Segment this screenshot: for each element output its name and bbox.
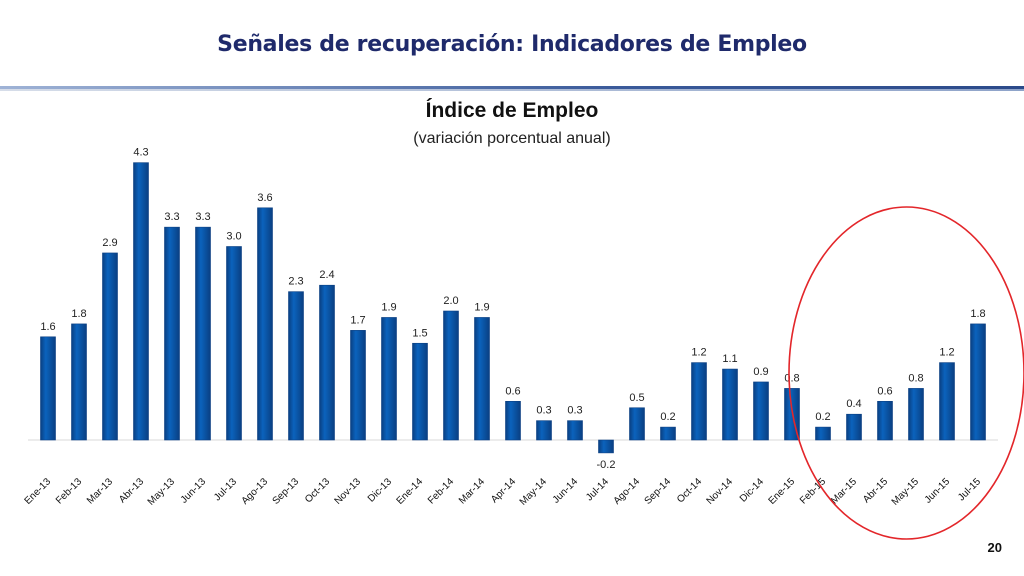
bar-Jun-15 — [939, 362, 955, 441]
value-label: 2.0 — [443, 295, 458, 307]
bar-Nov-13 — [350, 330, 366, 441]
value-label: 0.8 — [784, 372, 799, 384]
x-tick-label: Jun-13 — [179, 476, 209, 506]
value-label: 0.3 — [536, 405, 551, 417]
x-tick-label: Mar-13 — [85, 476, 115, 506]
bar-Abr-13 — [133, 162, 149, 441]
bar-Mar-14 — [474, 317, 490, 441]
x-tick-label: Dic-14 — [738, 476, 767, 505]
x-tick-label: May-15 — [890, 476, 922, 508]
highlight-ellipse — [788, 206, 1024, 540]
value-label: 0.3 — [567, 405, 582, 417]
value-label: 0.5 — [629, 392, 644, 404]
value-label: 0.6 — [505, 385, 520, 397]
value-label: 3.6 — [257, 192, 272, 204]
x-tick-label: Ene-15 — [767, 476, 798, 507]
x-tick-label: May-13 — [146, 476, 178, 508]
bar-Sep-13 — [288, 291, 304, 441]
value-label: 2.3 — [288, 276, 303, 288]
x-tick-label: May-14 — [518, 476, 550, 508]
bar-Jul-14 — [598, 439, 614, 454]
title-divider-bottom — [0, 89, 1024, 91]
x-tick-label: Nov-14 — [705, 476, 736, 507]
bar-Jul-15 — [970, 323, 986, 441]
bar-Jul-13 — [226, 246, 242, 441]
bar-May-13 — [164, 226, 180, 441]
x-tick-label: Dic-13 — [366, 476, 395, 505]
value-label: 0.6 — [877, 385, 892, 397]
x-tick-label: Nov-13 — [333, 476, 364, 507]
value-label: 1.5 — [412, 327, 427, 339]
bar-May-14 — [536, 420, 552, 441]
value-label: 3.3 — [164, 211, 179, 223]
x-tick-label: Jun-14 — [551, 476, 581, 506]
x-tick-label: Feb-13 — [54, 476, 84, 506]
bar-Feb-15 — [815, 426, 831, 441]
value-label: 0.9 — [753, 366, 768, 378]
x-tick-label: Ago-13 — [240, 476, 271, 507]
value-label: 2.4 — [319, 269, 334, 281]
bar-Dic-13 — [381, 317, 397, 441]
x-tick-label: Apr-14 — [489, 476, 518, 505]
bar-Nov-14 — [722, 368, 738, 441]
bar-Ene-14 — [412, 342, 428, 441]
bar-Jun-13 — [195, 226, 211, 441]
value-label: 1.2 — [691, 347, 706, 359]
page-number: 20 — [987, 540, 1002, 555]
value-label: 0.2 — [660, 411, 675, 423]
bar-Abr-15 — [877, 400, 893, 441]
x-tick-label: Jun-15 — [923, 476, 953, 506]
x-tick-label: Jul-14 — [584, 476, 611, 503]
x-tick-label: Abr-13 — [117, 476, 146, 505]
value-label: 2.9 — [102, 237, 117, 249]
bar-Ago-14 — [629, 407, 645, 441]
x-tick-label: Oct-13 — [303, 476, 332, 505]
value-label: 1.6 — [40, 321, 55, 333]
bar-Jun-14 — [567, 420, 583, 441]
bar-Feb-13 — [71, 323, 87, 441]
bar-Mar-15 — [846, 413, 862, 441]
value-label: 1.1 — [722, 353, 737, 365]
value-label: 0.2 — [815, 411, 830, 423]
bar-Feb-14 — [443, 310, 459, 441]
bar-May-15 — [908, 388, 924, 441]
chart-subtitle: (variación porcentual anual) — [413, 130, 611, 147]
x-tick-label: Abr-15 — [861, 476, 890, 505]
bar-Ago-13 — [257, 207, 273, 441]
x-tick-label: Feb-14 — [426, 476, 456, 506]
value-label: 4.3 — [133, 147, 148, 159]
value-label: 1.2 — [939, 347, 954, 359]
chart-title: Índice de Empleo — [425, 99, 599, 122]
value-label: 1.9 — [381, 301, 396, 313]
x-tick-label: Sep-14 — [643, 476, 674, 507]
x-tick-label: Jul-15 — [956, 476, 983, 503]
bar-Oct-14 — [691, 362, 707, 441]
bar-Sep-14 — [660, 426, 676, 441]
bar-Mar-13 — [102, 252, 118, 441]
x-tick-label: Jul-13 — [212, 476, 239, 503]
bar-Oct-13 — [319, 284, 335, 441]
value-label: -0.2 — [597, 459, 616, 471]
value-label: 3.3 — [195, 211, 210, 223]
x-tick-label: Mar-14 — [457, 476, 487, 506]
value-label: 3.0 — [226, 231, 241, 243]
value-label: 1.7 — [350, 314, 365, 326]
x-tick-label: Sep-13 — [271, 476, 302, 507]
x-tick-label: Ene-13 — [23, 476, 54, 507]
bar-Ene-13 — [40, 336, 56, 441]
bar-Dic-14 — [753, 381, 769, 441]
title-divider — [0, 86, 1024, 91]
value-label: 0.8 — [908, 372, 923, 384]
value-label: 0.4 — [846, 398, 861, 410]
value-label: 1.8 — [71, 308, 86, 320]
x-tick-label: Oct-14 — [675, 476, 704, 505]
x-tick-label: Ago-14 — [612, 476, 643, 507]
bar-Apr-14 — [505, 400, 521, 441]
value-label: 1.8 — [970, 308, 985, 320]
slide-title: Señales de recuperación: Indicadores de … — [217, 32, 807, 57]
x-tick-label: Ene-14 — [395, 476, 426, 507]
value-label: 1.9 — [474, 301, 489, 313]
title-divider-top — [0, 86, 1024, 89]
